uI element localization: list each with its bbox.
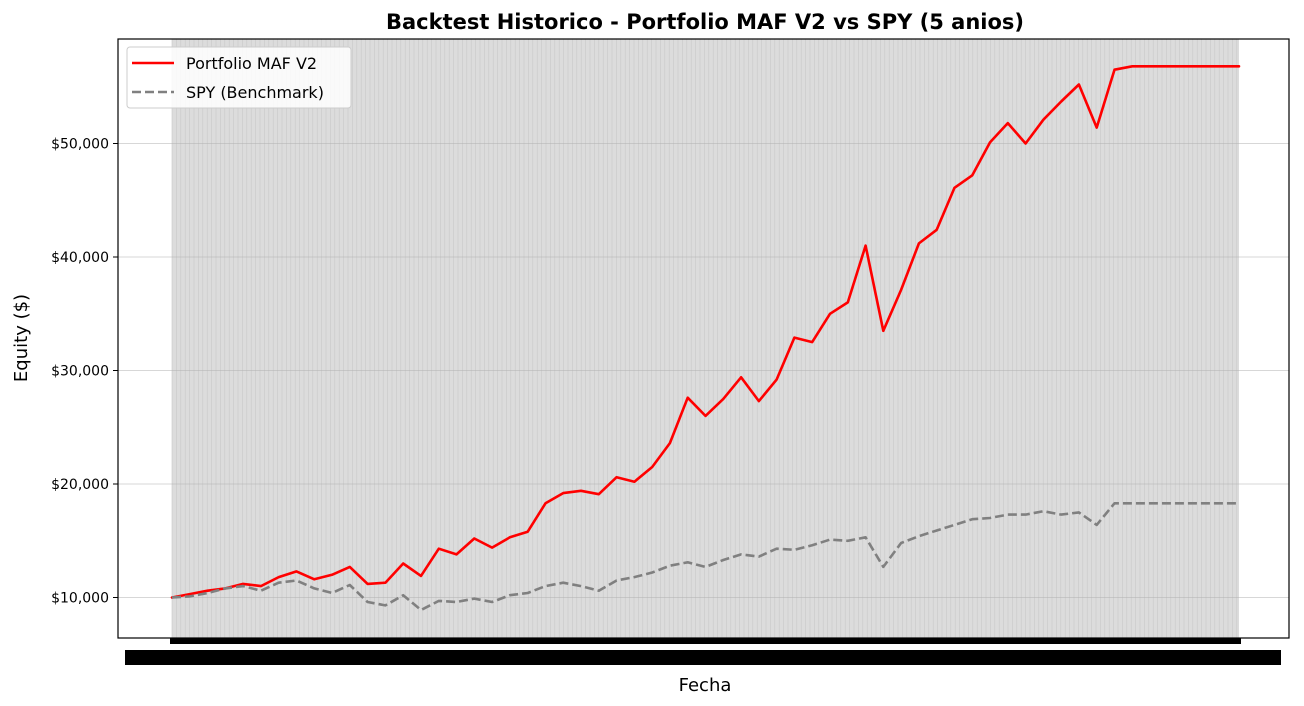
legend: Portfolio MAF V2 SPY (Benchmark) bbox=[126, 46, 352, 109]
y-axis-ticks: $10,000 $20,000 $30,000 $40,000 $50,000 bbox=[51, 137, 118, 607]
x-tick-labels-overlap bbox=[125, 650, 1281, 665]
x-axis-label: Fecha bbox=[679, 675, 732, 696]
series-layer bbox=[170, 65, 1241, 612]
y-tick-label: $30,000 bbox=[51, 364, 109, 380]
legend-label-spy: SPY (Benchmark) bbox=[186, 83, 324, 102]
date-band bbox=[172, 39, 1239, 638]
x-tick-marks-band bbox=[170, 638, 1241, 644]
chart-title: Backtest Historico - Portfolio MAF V2 vs… bbox=[386, 10, 1024, 34]
series-line-portfolio bbox=[170, 65, 1241, 599]
y-axis-label: Equity ($) bbox=[11, 294, 32, 382]
series-line-spy bbox=[171, 502, 1239, 612]
y-tick-label: $10,000 bbox=[51, 591, 109, 607]
y-tick-label: $20,000 bbox=[51, 477, 109, 493]
y-tick-label: $50,000 bbox=[51, 137, 109, 153]
plot-area bbox=[171, 39, 1239, 638]
grid-lines bbox=[118, 143, 1289, 598]
legend-label-portfolio: Portfolio MAF V2 bbox=[186, 54, 317, 73]
y-tick-label: $40,000 bbox=[51, 250, 109, 266]
x-tick-marks bbox=[125, 638, 1281, 665]
legend-box bbox=[126, 46, 352, 109]
